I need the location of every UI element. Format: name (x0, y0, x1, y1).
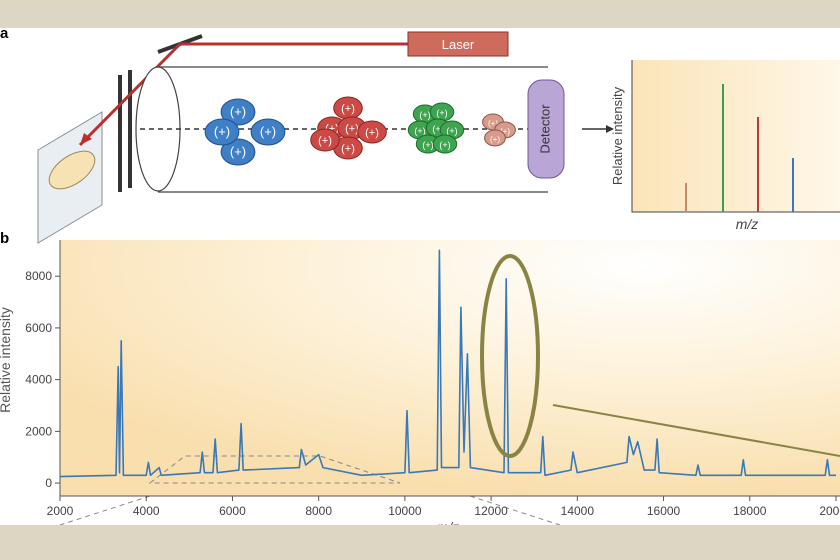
x-tick-label: 18000 (733, 504, 767, 518)
y-tick-label: 8000 (25, 269, 52, 283)
x-tick-label: 8000 (305, 504, 332, 518)
ion-label: (+) (230, 104, 246, 119)
ion-label: (+) (214, 124, 230, 139)
x-tick-label: 20000 (819, 504, 840, 518)
ion-label: (+) (446, 126, 457, 136)
plot-background (60, 240, 840, 496)
y-tick-label: 6000 (25, 321, 52, 335)
y-axis-label: Relative intensity (0, 307, 13, 413)
x-tick-label: 6000 (219, 504, 246, 518)
panel-label: a (0, 25, 9, 42)
laser-label: Laser (442, 37, 475, 52)
ion-label: (+) (436, 108, 447, 118)
inset-background (632, 60, 840, 212)
inset-y-label: Relative intensity (610, 86, 625, 185)
x-tick-label: 10000 (388, 504, 422, 518)
y-tick-label: 2000 (25, 424, 52, 438)
panel-label: b (0, 230, 9, 247)
x-tick-label: 4000 (133, 504, 160, 518)
x-tick-label: 16000 (647, 504, 681, 518)
y-tick-label: 4000 (25, 373, 52, 387)
ion-label: (+) (365, 127, 379, 139)
x-tick-label: 12000 (474, 504, 508, 518)
ion-label: (+) (230, 144, 246, 159)
ion-label: (+) (318, 135, 332, 147)
ion-label: (+) (341, 143, 355, 155)
figure: a Laser Detector (+)(+)(+)(+)(+)(+)(+)(+… (0, 0, 840, 555)
ion-label: (+) (260, 124, 276, 139)
inset-x-label: m/z (736, 216, 759, 232)
ion-label: (+) (439, 140, 450, 150)
y-tick-label: 0 (45, 476, 52, 490)
detector-label: Detector (537, 104, 552, 154)
ion-label: (+) (419, 110, 430, 120)
bottom-border (0, 525, 840, 555)
x-tick-label: 2000 (47, 504, 74, 518)
ion-label: (+) (490, 135, 500, 144)
ion-label: (+) (345, 123, 359, 135)
ion-label: (+) (341, 103, 355, 115)
ion-label: (+) (422, 140, 433, 150)
x-tick-label: 14000 (561, 504, 595, 518)
ion-label: (+) (414, 126, 425, 136)
